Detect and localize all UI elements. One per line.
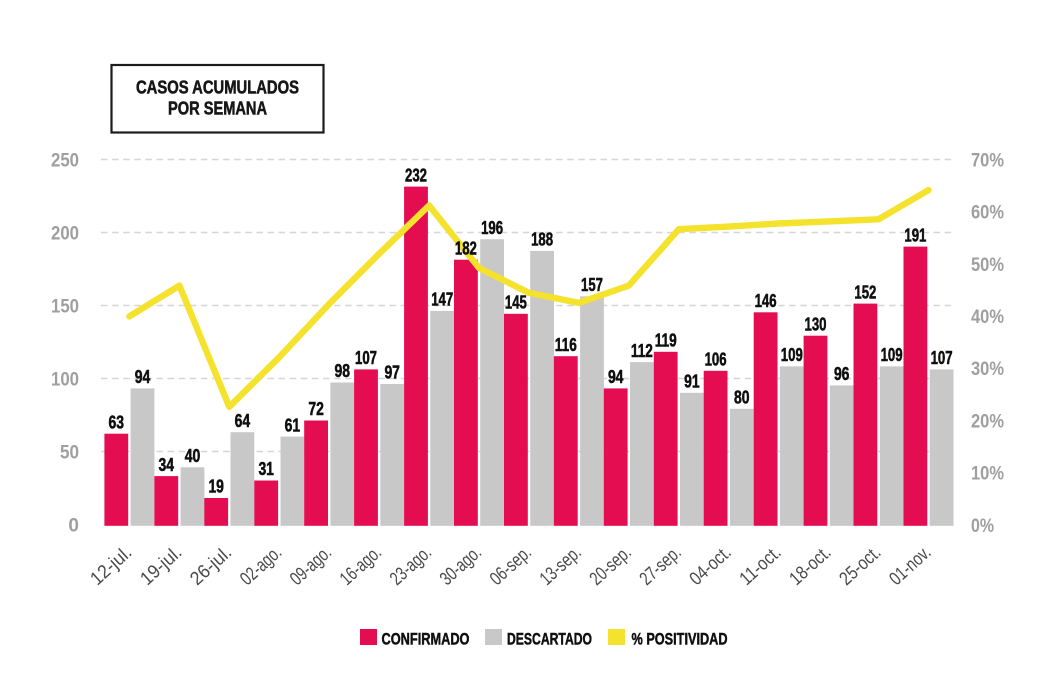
svg-text:152: 152 bbox=[854, 282, 876, 302]
svg-text:0%: 0% bbox=[971, 516, 994, 537]
svg-text:200: 200 bbox=[51, 223, 79, 244]
svg-text:188: 188 bbox=[531, 230, 553, 250]
svg-text:145: 145 bbox=[505, 293, 527, 313]
svg-text:70%: 70% bbox=[971, 150, 1004, 171]
svg-text:182: 182 bbox=[455, 238, 477, 258]
svg-text:147: 147 bbox=[431, 290, 453, 310]
svg-text:50%: 50% bbox=[971, 255, 1004, 276]
svg-text:157: 157 bbox=[581, 275, 603, 295]
svg-text:130: 130 bbox=[805, 314, 827, 334]
svg-text:POR SEMANA: POR SEMANA bbox=[168, 99, 267, 119]
svg-text:80: 80 bbox=[734, 388, 750, 408]
svg-text:116: 116 bbox=[555, 335, 577, 355]
svg-text:112: 112 bbox=[631, 341, 653, 361]
svg-text:106: 106 bbox=[705, 350, 727, 370]
svg-text:72: 72 bbox=[308, 399, 324, 419]
svg-text:107: 107 bbox=[355, 348, 377, 368]
svg-text:146: 146 bbox=[755, 291, 777, 311]
svg-text:250: 250 bbox=[51, 150, 79, 171]
svg-text:61: 61 bbox=[285, 415, 301, 435]
svg-text:20%: 20% bbox=[971, 411, 1004, 432]
svg-text:97: 97 bbox=[384, 363, 400, 383]
svg-text:98: 98 bbox=[335, 361, 351, 381]
svg-text:30%: 30% bbox=[971, 359, 1004, 380]
svg-text:64: 64 bbox=[235, 411, 251, 431]
svg-text:% POSITIVIDAD: % POSITIVIDAD bbox=[632, 630, 728, 649]
svg-text:CASOS ACUMULADOS: CASOS ACUMULADOS bbox=[136, 78, 299, 98]
svg-text:19: 19 bbox=[208, 477, 224, 497]
svg-text:150: 150 bbox=[51, 296, 79, 317]
svg-text:100: 100 bbox=[51, 369, 79, 390]
svg-text:119: 119 bbox=[655, 331, 677, 351]
svg-text:109: 109 bbox=[881, 345, 903, 365]
svg-text:60%: 60% bbox=[971, 203, 1004, 224]
svg-text:0: 0 bbox=[68, 515, 79, 536]
svg-text:10%: 10% bbox=[971, 464, 1004, 485]
svg-text:94: 94 bbox=[608, 367, 624, 387]
svg-text:40%: 40% bbox=[971, 307, 1004, 328]
svg-text:40: 40 bbox=[185, 446, 201, 466]
svg-text:50: 50 bbox=[60, 442, 79, 463]
svg-text:232: 232 bbox=[405, 165, 427, 185]
svg-text:109: 109 bbox=[781, 345, 803, 365]
svg-text:DESCARTADO: DESCARTADO bbox=[507, 630, 592, 649]
svg-text:34: 34 bbox=[159, 455, 175, 475]
svg-text:196: 196 bbox=[481, 218, 503, 238]
svg-text:91: 91 bbox=[684, 372, 700, 392]
svg-text:63: 63 bbox=[109, 412, 125, 432]
svg-text:94: 94 bbox=[135, 367, 151, 387]
svg-text:191: 191 bbox=[904, 225, 926, 245]
svg-text:107: 107 bbox=[931, 348, 953, 368]
svg-text:CONFIRMADO: CONFIRMADO bbox=[382, 630, 470, 649]
svg-text:31: 31 bbox=[258, 459, 274, 479]
svg-text:96: 96 bbox=[834, 364, 850, 384]
